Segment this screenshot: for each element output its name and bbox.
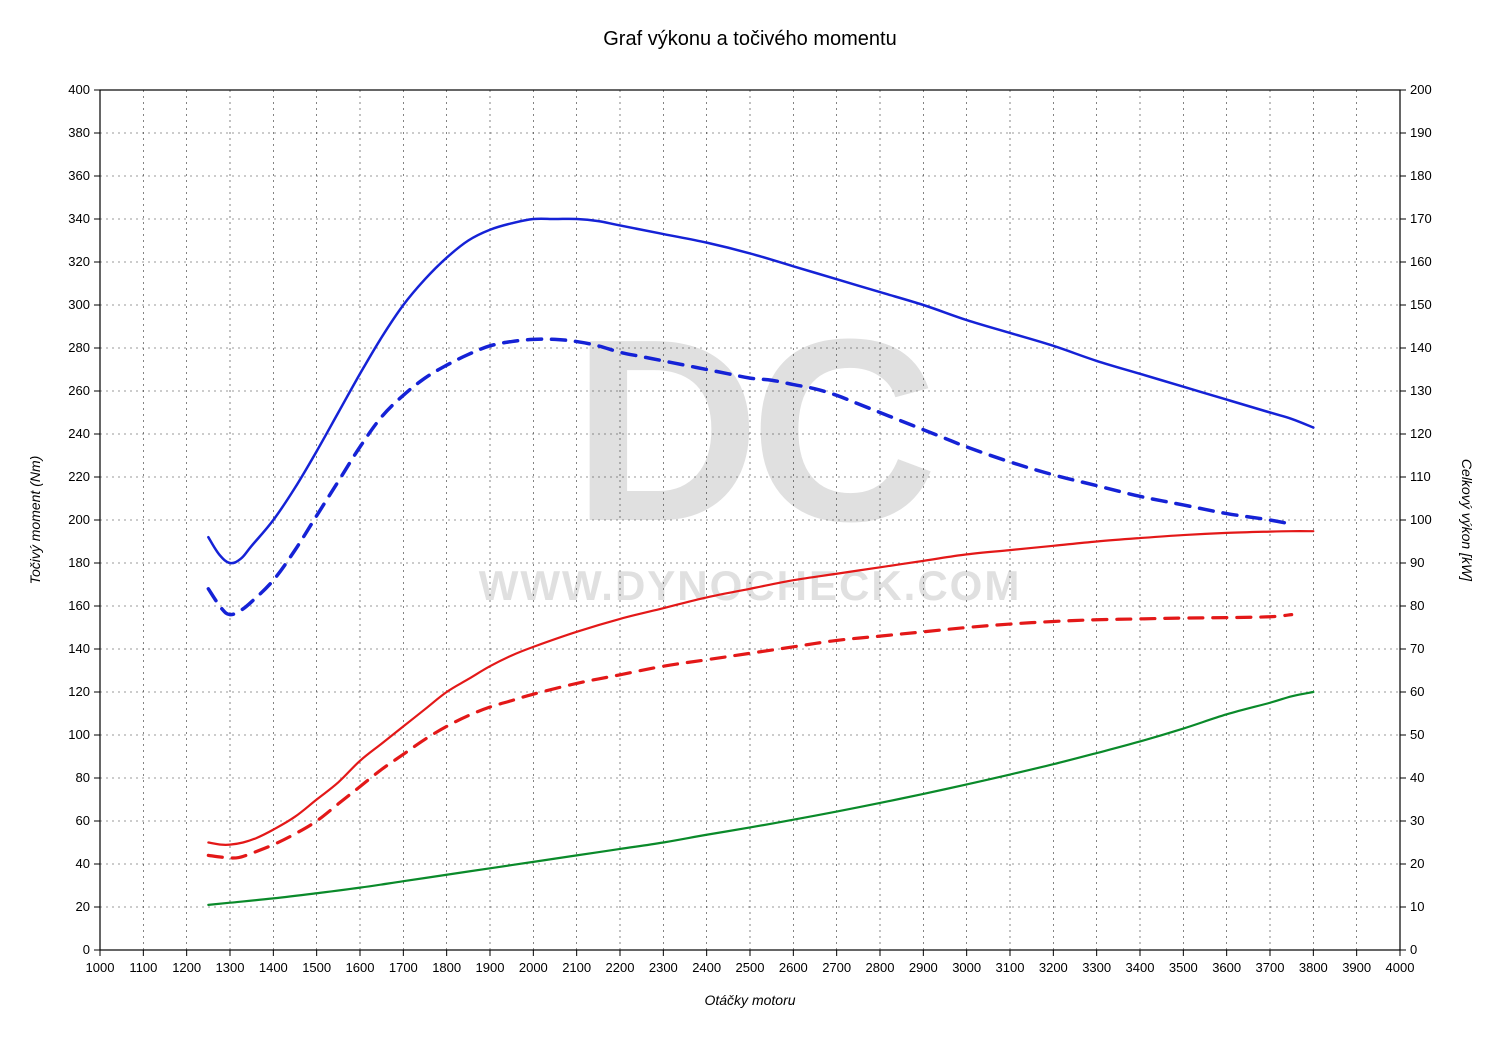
svg-text:20: 20 — [76, 899, 90, 914]
svg-text:1000: 1000 — [86, 960, 115, 975]
svg-text:180: 180 — [68, 555, 90, 570]
svg-text:140: 140 — [1410, 340, 1432, 355]
svg-text:140: 140 — [68, 641, 90, 656]
svg-text:200: 200 — [68, 512, 90, 527]
dyno-chart: DCWWW.DYNOCHECK.COM100011001200130014001… — [0, 0, 1500, 1041]
svg-text:90: 90 — [1410, 555, 1424, 570]
svg-text:1500: 1500 — [302, 960, 331, 975]
svg-text:80: 80 — [76, 770, 90, 785]
svg-text:1300: 1300 — [216, 960, 245, 975]
svg-text:2000: 2000 — [519, 960, 548, 975]
svg-text:60: 60 — [76, 813, 90, 828]
svg-text:360: 360 — [68, 168, 90, 183]
svg-text:80: 80 — [1410, 598, 1424, 613]
svg-text:3000: 3000 — [952, 960, 981, 975]
svg-text:240: 240 — [68, 426, 90, 441]
svg-text:1900: 1900 — [476, 960, 505, 975]
svg-text:160: 160 — [1410, 254, 1432, 269]
svg-text:20: 20 — [1410, 856, 1424, 871]
svg-text:400: 400 — [68, 82, 90, 97]
svg-text:340: 340 — [68, 211, 90, 226]
svg-text:160: 160 — [68, 598, 90, 613]
svg-text:2500: 2500 — [736, 960, 765, 975]
svg-text:60: 60 — [1410, 684, 1424, 699]
svg-text:2200: 2200 — [606, 960, 635, 975]
svg-text:1800: 1800 — [432, 960, 461, 975]
svg-text:150: 150 — [1410, 297, 1432, 312]
svg-text:1200: 1200 — [172, 960, 201, 975]
svg-text:100: 100 — [1410, 512, 1432, 527]
svg-text:2400: 2400 — [692, 960, 721, 975]
svg-text:320: 320 — [68, 254, 90, 269]
svg-text:3800: 3800 — [1299, 960, 1328, 975]
chart-title: Graf výkonu a točivého momentu — [603, 28, 896, 50]
svg-text:110: 110 — [1410, 469, 1431, 484]
svg-text:3600: 3600 — [1212, 960, 1241, 975]
svg-text:180: 180 — [1410, 168, 1432, 183]
svg-text:380: 380 — [68, 125, 90, 140]
svg-text:280: 280 — [68, 340, 90, 355]
svg-text:3100: 3100 — [996, 960, 1025, 975]
svg-text:40: 40 — [76, 856, 90, 871]
svg-text:10: 10 — [1410, 899, 1424, 914]
y1-axis-label: Točivý moment (Nm) — [27, 456, 43, 585]
svg-text:70: 70 — [1410, 641, 1424, 656]
svg-text:3900: 3900 — [1342, 960, 1371, 975]
svg-text:2800: 2800 — [866, 960, 895, 975]
svg-text:3200: 3200 — [1039, 960, 1068, 975]
svg-text:3400: 3400 — [1126, 960, 1155, 975]
svg-text:30: 30 — [1410, 813, 1424, 828]
svg-text:3500: 3500 — [1169, 960, 1198, 975]
svg-text:2300: 2300 — [649, 960, 678, 975]
svg-text:120: 120 — [68, 684, 90, 699]
svg-text:130: 130 — [1410, 383, 1432, 398]
svg-text:0: 0 — [1410, 942, 1417, 957]
svg-text:260: 260 — [68, 383, 90, 398]
svg-text:100: 100 — [68, 727, 90, 742]
svg-text:3700: 3700 — [1256, 960, 1285, 975]
svg-text:220: 220 — [68, 469, 90, 484]
svg-text:1700: 1700 — [389, 960, 418, 975]
svg-text:2900: 2900 — [909, 960, 938, 975]
svg-text:1100: 1100 — [129, 960, 157, 975]
svg-text:0: 0 — [83, 942, 90, 957]
svg-text:4000: 4000 — [1386, 960, 1415, 975]
svg-text:1400: 1400 — [259, 960, 288, 975]
svg-text:2700: 2700 — [822, 960, 851, 975]
svg-text:120: 120 — [1410, 426, 1432, 441]
chart-svg: DCWWW.DYNOCHECK.COM100011001200130014001… — [0, 0, 1500, 1041]
svg-text:3300: 3300 — [1082, 960, 1111, 975]
svg-text:2100: 2100 — [562, 960, 591, 975]
svg-text:170: 170 — [1410, 211, 1432, 226]
x-axis-label: Otáčky motoru — [704, 992, 795, 1008]
svg-text:1600: 1600 — [346, 960, 375, 975]
y2-axis-label: Celkový výkon [kW] — [1459, 459, 1475, 582]
svg-text:DC: DC — [572, 286, 933, 576]
svg-text:40: 40 — [1410, 770, 1424, 785]
svg-text:190: 190 — [1410, 125, 1432, 140]
svg-text:50: 50 — [1410, 727, 1424, 742]
svg-text:300: 300 — [68, 297, 90, 312]
svg-text:2600: 2600 — [779, 960, 808, 975]
svg-text:200: 200 — [1410, 82, 1432, 97]
